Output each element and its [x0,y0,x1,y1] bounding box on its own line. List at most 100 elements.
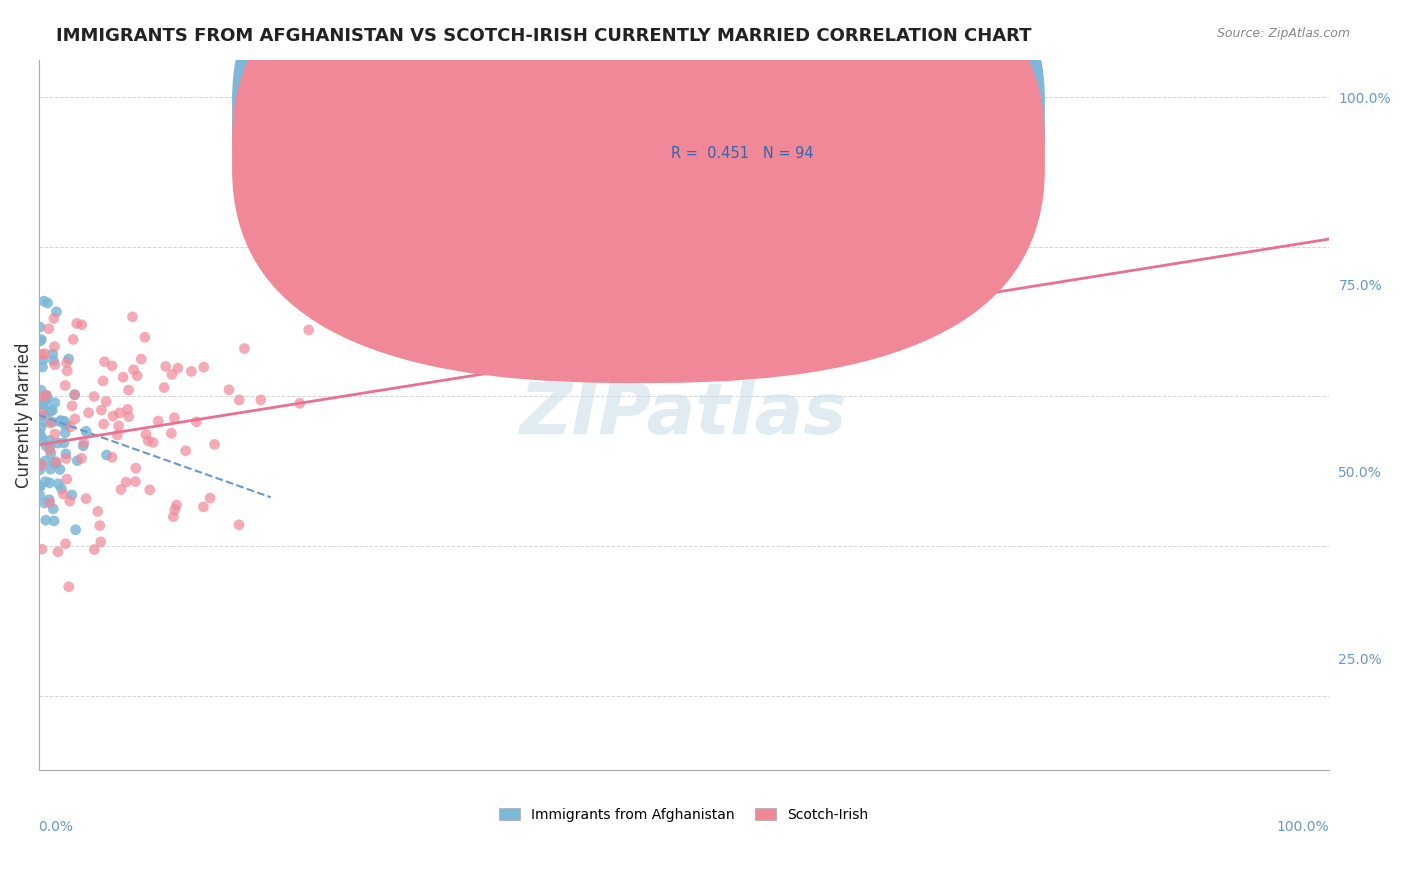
Scotch-Irish [233,342,256,356]
Scotch-Irish [108,406,131,420]
Immigrants from Afghanistan [45,305,67,319]
Scotch-Irish [63,388,86,402]
Immigrants from Afghanistan [60,488,83,502]
Immigrants from Afghanistan [44,396,66,410]
Scotch-Irish [155,359,177,374]
Immigrants from Afghanistan [34,496,56,510]
Text: ZIPatlas: ZIPatlas [520,381,848,450]
Scotch-Irish [163,410,186,425]
Scotch-Irish [166,361,188,376]
Immigrants from Afghanistan [42,514,65,528]
Immigrants from Afghanistan [28,426,51,441]
Immigrants from Afghanistan [37,296,59,310]
Scotch-Irish [87,504,110,518]
Immigrants from Afghanistan [41,415,63,429]
Scotch-Irish [121,310,143,324]
Scotch-Irish [45,455,67,469]
Scotch-Irish [174,443,197,458]
Immigrants from Afghanistan [53,414,76,428]
Immigrants from Afghanistan [32,415,55,429]
Immigrants from Afghanistan [37,391,59,405]
Scotch-Irish [83,390,105,404]
Immigrants from Afghanistan [37,406,59,420]
Scotch-Irish [70,451,93,466]
Scotch-Irish [90,403,112,417]
Immigrants from Afghanistan [32,352,55,367]
Scotch-Irish [96,394,118,409]
Scotch-Irish [166,498,188,512]
Immigrants from Afghanistan [35,439,58,453]
Immigrants from Afghanistan [28,334,51,348]
Scotch-Irish [90,534,112,549]
Immigrants from Afghanistan [28,463,51,477]
Immigrants from Afghanistan [28,489,51,503]
Scotch-Irish [180,364,202,378]
Scotch-Irish [58,580,80,594]
Scotch-Irish [162,509,184,524]
Scotch-Irish [249,392,271,407]
Scotch-Irish [160,426,183,441]
Scotch-Irish [118,383,141,397]
Text: 0.0%: 0.0% [38,820,73,834]
Scotch-Irish [186,415,208,429]
Scotch-Irish [160,368,183,382]
Immigrants from Afghanistan [52,436,75,450]
Scotch-Irish [148,414,170,428]
Immigrants from Afghanistan [45,457,67,471]
Scotch-Irish [101,359,124,373]
Immigrants from Afghanistan [39,446,62,460]
Immigrants from Afghanistan [49,413,72,427]
Immigrants from Afghanistan [39,403,62,417]
Scotch-Irish [34,347,56,361]
Immigrants from Afghanistan [42,501,65,516]
Scotch-Irish [124,475,146,489]
Scotch-Irish [193,360,215,375]
Immigrants from Afghanistan [48,476,70,491]
Immigrants from Afghanistan [30,333,52,347]
Immigrants from Afghanistan [55,417,77,432]
Immigrants from Afghanistan [34,394,56,409]
Immigrants from Afghanistan [28,479,51,493]
Text: IMMIGRANTS FROM AFGHANISTAN VS SCOTCH-IRISH CURRENTLY MARRIED CORRELATION CHART: IMMIGRANTS FROM AFGHANISTAN VS SCOTCH-IR… [56,27,1032,45]
Scotch-Irish [44,358,66,372]
Immigrants from Afghanistan [32,294,55,309]
Immigrants from Afghanistan [41,403,63,417]
Immigrants from Afghanistan [31,431,53,445]
FancyBboxPatch shape [232,0,1045,383]
Scotch-Irish [55,451,77,466]
Scotch-Irish [42,311,65,326]
Scotch-Irish [117,402,139,417]
Scotch-Irish [31,407,53,421]
Text: R = -0.170   N = 67: R = -0.170 N = 67 [671,107,814,122]
Scotch-Irish [93,417,115,431]
Scotch-Irish [91,374,114,388]
Immigrants from Afghanistan [42,353,65,368]
Immigrants from Afghanistan [34,454,56,468]
Immigrants from Afghanistan [66,453,89,467]
Scotch-Irish [139,483,162,497]
Scotch-Irish [38,442,60,457]
Scotch-Irish [198,491,221,505]
Legend: Immigrants from Afghanistan, Scotch-Irish: Immigrants from Afghanistan, Scotch-Iris… [494,802,875,828]
Immigrants from Afghanistan [28,320,51,334]
Immigrants from Afghanistan [53,417,76,432]
Scotch-Irish [83,542,105,557]
Scotch-Irish [153,380,176,394]
Immigrants from Afghanistan [30,429,52,443]
Immigrants from Afghanistan [28,480,51,494]
Immigrants from Afghanistan [31,360,53,375]
Immigrants from Afghanistan [72,439,94,453]
Scotch-Irish [129,352,152,367]
Scotch-Irish [93,354,115,368]
Scotch-Irish [298,323,321,337]
Immigrants from Afghanistan [30,420,52,434]
Scotch-Irish [112,370,135,384]
FancyBboxPatch shape [593,74,1032,187]
Immigrants from Afghanistan [55,447,77,461]
Scotch-Irish [31,458,53,472]
Scotch-Irish [163,502,186,516]
Scotch-Irish [134,330,156,344]
Y-axis label: Currently Married: Currently Married [15,343,32,488]
Scotch-Irish [62,332,84,346]
Scotch-Irish [44,339,66,353]
